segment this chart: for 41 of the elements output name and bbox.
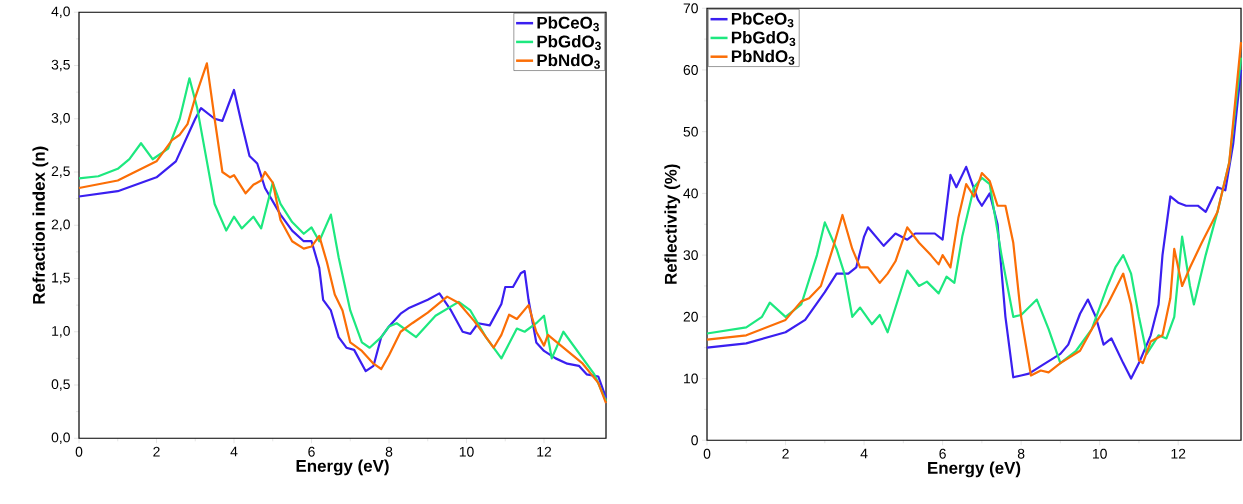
y-tick-label: 0 (691, 435, 698, 446)
x-tick-label: 10 (459, 446, 474, 457)
x-tick-label: 2 (153, 446, 160, 457)
legend-label: PbCeO$_{3}$ (731, 12, 794, 28)
x-tick-label: 4 (860, 448, 868, 459)
legend-label: PbGdO$_{3}$ (537, 34, 601, 50)
y-axis-title: Refraction index (n) (32, 146, 49, 304)
y-tick-label: 30 (683, 250, 698, 260)
y-tick-label: 0,0 (51, 432, 70, 444)
legend-label: PbNdO$_{3}$ (537, 53, 600, 69)
legend-label: PbCeO$_{3}$ (537, 16, 599, 32)
legend-label: PbGdO$_{3}$ (731, 30, 796, 46)
y-tick-label: 0,5 (51, 379, 70, 391)
y-tick-label: 1,5 (52, 272, 70, 285)
y-tick-label: 70 (683, 3, 698, 14)
y-tick-label: 2,0 (51, 219, 70, 231)
x-tick-label: 6 (939, 448, 946, 459)
x-axis-title: Energy (eV) (296, 459, 389, 476)
x-tick-label: 12 (1171, 448, 1186, 459)
y-tick-label: 4,0 (51, 6, 70, 18)
x-tick-label: 10 (1092, 448, 1107, 459)
y-tick-label: 2,5 (51, 166, 70, 178)
y-tick-label: 3,0 (51, 112, 70, 125)
y-tick-label: 60 (683, 64, 698, 75)
x-tick-label: 8 (385, 446, 393, 457)
x-tick-label: 2 (782, 448, 789, 459)
y-tick-label: 40 (683, 188, 698, 199)
x-tick-label: 0 (75, 446, 83, 457)
x-tick-label: 8 (1017, 448, 1025, 459)
y-tick-label: 3,5 (51, 59, 70, 72)
y-tick-label: 20 (683, 311, 698, 322)
x-tick-label: 6 (308, 446, 315, 457)
x-tick-label: 0 (703, 448, 711, 459)
y-axis-title: Reflectivity (%) (664, 164, 681, 284)
x-axis-title: Energy (eV) (928, 461, 1021, 478)
y-tick-label: 10 (684, 373, 698, 384)
y-tick-label: 50 (683, 126, 698, 137)
legend-label: PbNdO$_{3}$ (731, 49, 795, 65)
x-tick-label: 4 (230, 446, 238, 457)
y-tick-label: 1,0 (52, 325, 70, 338)
x-tick-label: 12 (537, 446, 552, 457)
